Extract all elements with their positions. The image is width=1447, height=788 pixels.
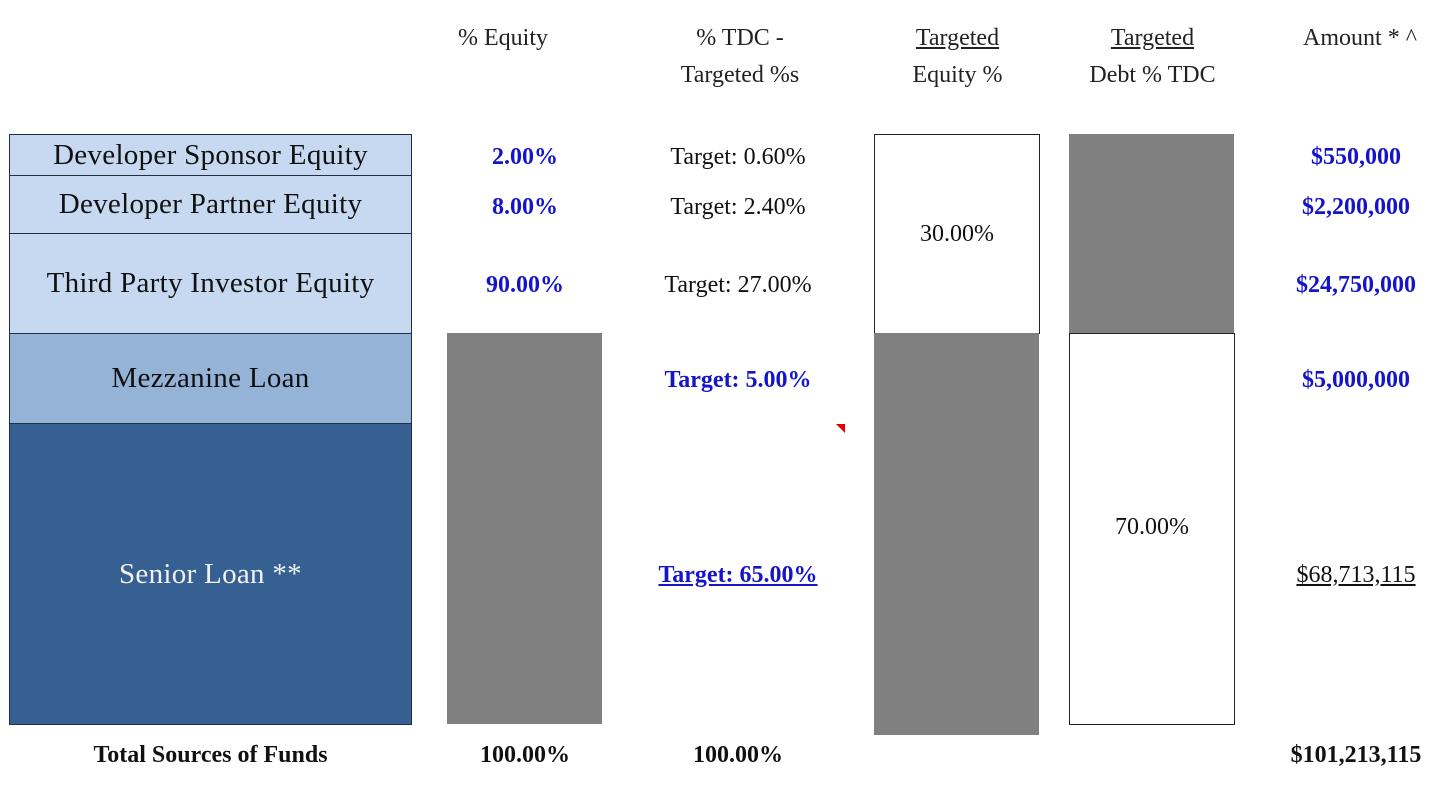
amount-third-party[interactable]: $24,750,000 bbox=[1296, 271, 1416, 298]
targeted-equity-debt-block bbox=[874, 333, 1039, 735]
tdc-target-partner: Target: 2.40% bbox=[670, 193, 806, 220]
total-equity-pct: 100.00% bbox=[480, 741, 570, 768]
equity-pct-third-party[interactable]: 90.00% bbox=[486, 271, 564, 298]
equity-pct-debt-block bbox=[447, 333, 602, 724]
amount-senior: $68,713,115 bbox=[1296, 561, 1416, 588]
equity-pct-sponsor[interactable]: 2.00% bbox=[492, 143, 558, 170]
tdc-target-sponsor: Target: 0.60% bbox=[670, 143, 806, 170]
total-amount: $101,213,115 bbox=[1290, 741, 1422, 768]
header-equity-pct: % Equity bbox=[458, 25, 548, 51]
tdc-target-mezzanine[interactable]: Target: 5.00% bbox=[664, 366, 812, 393]
header-targeted-equity: Targeted Equity % bbox=[912, 25, 1003, 88]
equity-pct-partner[interactable]: 8.00% bbox=[492, 193, 558, 220]
source-developer-partner-equity: Developer Partner Equity bbox=[9, 175, 412, 234]
amount-partner[interactable]: $2,200,000 bbox=[1302, 193, 1410, 220]
header-tdc-targeted: % TDC - Targeted %s bbox=[680, 25, 800, 88]
comment-indicator-icon[interactable] bbox=[836, 424, 845, 433]
total-tdc-pct: 100.00% bbox=[693, 741, 783, 768]
source-developer-sponsor-equity: Developer Sponsor Equity bbox=[9, 134, 412, 176]
tdc-target-third-party: Target: 27.00% bbox=[664, 271, 812, 298]
targeted-equity-box: 30.00% bbox=[874, 134, 1040, 334]
header-amount: Amount * ^ bbox=[1303, 25, 1417, 51]
source-senior-loan: Senior Loan ** bbox=[9, 423, 412, 725]
targeted-debt-box: 70.00% bbox=[1069, 333, 1235, 725]
tdc-target-senior[interactable]: Target: 65.00% bbox=[658, 561, 818, 588]
amount-mezzanine[interactable]: $5,000,000 bbox=[1302, 366, 1410, 393]
source-mezzanine-loan: Mezzanine Loan bbox=[9, 333, 412, 424]
header-targeted-debt: Targeted Debt % TDC bbox=[1089, 25, 1216, 88]
amount-sponsor[interactable]: $550,000 bbox=[1311, 143, 1401, 170]
source-third-party-investor-equity: Third Party Investor Equity bbox=[9, 233, 412, 334]
total-sources-label: Total Sources of Funds bbox=[93, 741, 328, 768]
targeted-debt-equity-block bbox=[1069, 134, 1234, 334]
